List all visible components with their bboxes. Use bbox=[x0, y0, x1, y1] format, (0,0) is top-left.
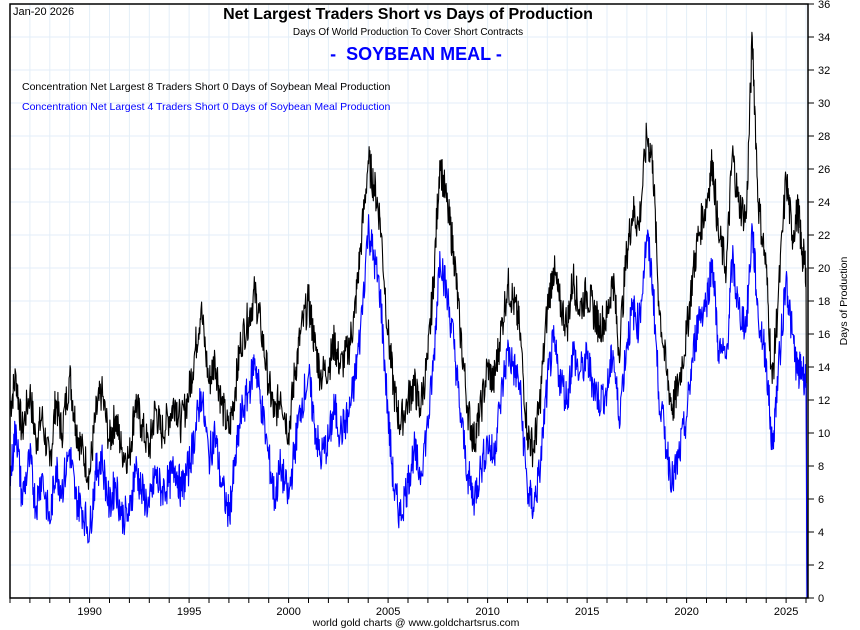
y-tick-label: 16 bbox=[818, 329, 830, 341]
legend-entry-8-traders: Concentration Net Largest 8 Traders Shor… bbox=[22, 81, 390, 93]
y-tick-label: 4 bbox=[818, 527, 824, 539]
x-tick-label: 2000 bbox=[276, 606, 300, 618]
y-tick-label: 22 bbox=[818, 230, 830, 242]
y-tick-label: 12 bbox=[818, 395, 830, 407]
y-tick-label: 6 bbox=[818, 494, 824, 506]
y-tick-label: 26 bbox=[818, 164, 830, 176]
y-tick-label: 36 bbox=[818, 0, 830, 11]
x-tick-label: 2025 bbox=[774, 606, 798, 618]
x-tick-label: 2005 bbox=[376, 606, 400, 618]
y-tick-label: 0 bbox=[818, 593, 824, 605]
y-tick-label: 34 bbox=[818, 32, 830, 44]
y-tick-label: 28 bbox=[818, 131, 830, 143]
series-line-8-traders bbox=[9, 31, 808, 599]
series-line-4-traders bbox=[9, 214, 808, 599]
footer-credit: world gold charts @ www.goldchartsrus.co… bbox=[312, 617, 520, 629]
x-tick-label: 2020 bbox=[674, 606, 698, 618]
x-axis: 1990 1995 2000 2005 2010 2015 2020 2025 bbox=[9, 598, 807, 618]
y-tick-label: 18 bbox=[818, 296, 830, 308]
x-tick-label: 1995 bbox=[177, 606, 201, 618]
grid bbox=[9, 3, 808, 599]
y-tick-label: 32 bbox=[818, 65, 830, 77]
x-tick-label: 1990 bbox=[77, 606, 101, 618]
chart-subtitle: Days Of World Production To Cover Short … bbox=[293, 27, 523, 38]
y-tick-label: 20 bbox=[818, 263, 830, 275]
y-tick-label: 8 bbox=[818, 461, 824, 473]
y-tick-label: 2 bbox=[818, 560, 824, 572]
y-tick-label: 30 bbox=[818, 98, 830, 110]
plot-lines bbox=[9, 31, 808, 599]
y-tick-label: 14 bbox=[818, 362, 830, 374]
y-axis-label: Days of Production bbox=[838, 256, 850, 345]
y-tick-label: 24 bbox=[818, 197, 830, 209]
x-tick-label: 2010 bbox=[475, 606, 499, 618]
y-tick-label: 10 bbox=[818, 428, 830, 440]
chart-title: Net Largest Traders Short vs Days of Pro… bbox=[223, 6, 593, 23]
legend-entry-4-traders: Concentration Net Largest 4 Traders Shor… bbox=[22, 101, 390, 113]
x-tick-label: 2015 bbox=[575, 606, 599, 618]
commodity-label: - SOYBEAN MEAL - bbox=[330, 44, 502, 64]
date-label: Jan-20 2026 bbox=[13, 6, 74, 18]
